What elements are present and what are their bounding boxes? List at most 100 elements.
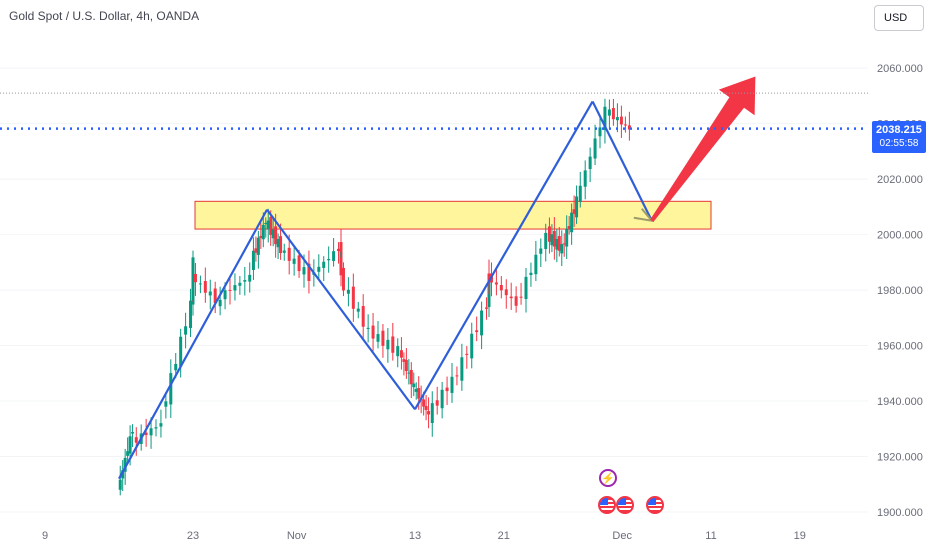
candle-body	[583, 170, 587, 187]
candle-body	[480, 310, 484, 336]
candle-body	[417, 388, 421, 399]
x-tick-label: 11	[705, 530, 716, 542]
candle-body	[266, 220, 270, 229]
candle-body	[381, 330, 385, 346]
candle-body	[264, 222, 268, 225]
candle-body	[487, 273, 491, 281]
candle-body	[470, 333, 474, 359]
candle-body	[134, 437, 138, 443]
candle-body	[402, 359, 406, 362]
candle-body	[123, 457, 127, 472]
bar-countdown: 02:55:58	[879, 138, 919, 149]
candle-body	[544, 232, 548, 249]
candle-body	[327, 258, 331, 261]
time-axis[interactable]: 9 23 Nov 13 21 Dec 11 19	[42, 530, 806, 542]
candle-body	[424, 406, 428, 411]
candle-body	[435, 400, 439, 406]
candle-body	[396, 346, 400, 357]
candle-body	[572, 209, 576, 214]
pattern-line-segment	[118, 209, 268, 480]
candle-body	[578, 185, 582, 202]
candle-body	[534, 254, 538, 275]
candle-body	[184, 326, 188, 335]
candle-body	[450, 376, 454, 393]
y-tick-label: 1920.000	[877, 452, 923, 464]
candle-body	[524, 276, 528, 299]
candle-body	[297, 255, 301, 272]
candle-body	[339, 273, 343, 276]
us-flag-icon[interactable]	[616, 496, 634, 514]
candle-body	[149, 428, 153, 436]
candle-body	[514, 296, 518, 306]
candle-body	[565, 229, 569, 247]
candle-body	[611, 108, 615, 120]
candle-body	[203, 281, 207, 293]
candle-body	[276, 239, 280, 248]
price-axis[interactable]: 1900.000 1920.000 1940.000 1960.000 1980.000…	[877, 63, 923, 519]
candle-body	[555, 238, 559, 250]
y-tick-label: 2000.000	[877, 230, 923, 242]
candle-body	[475, 330, 479, 333]
candle-body	[422, 399, 426, 407]
candle-body	[198, 283, 202, 285]
x-tick-label: Dec	[612, 530, 632, 542]
candle-body	[169, 373, 173, 405]
candle-body	[213, 288, 217, 304]
candle-body	[259, 235, 263, 238]
candle-body	[302, 267, 306, 275]
x-tick-label: 13	[409, 530, 421, 542]
last-price-tag: 2038.215 02:55:58	[872, 121, 926, 153]
candle-body	[189, 300, 193, 328]
candle-body	[121, 470, 125, 479]
y-tick-label: 1980.000	[877, 285, 923, 297]
candle-body	[519, 296, 523, 298]
candle-body	[351, 286, 355, 309]
candle-body	[218, 299, 222, 307]
candle-body	[552, 230, 556, 247]
candle-body	[409, 369, 413, 385]
candle-body	[567, 226, 571, 229]
candles-layer	[118, 98, 631, 496]
candle-body	[391, 336, 395, 353]
candle-body	[619, 116, 623, 125]
candle-body	[287, 247, 291, 261]
x-tick-label: 21	[498, 530, 510, 542]
x-tick-label: Nov	[287, 530, 307, 542]
candle-body	[279, 236, 283, 254]
arrow-layer	[650, 76, 756, 222]
candle-body	[164, 401, 168, 407]
candle-body	[341, 267, 345, 291]
candle-body	[228, 289, 232, 291]
candle-body	[427, 411, 431, 415]
candle-body	[539, 248, 543, 254]
candle-body	[414, 388, 418, 392]
candle-body	[627, 125, 631, 130]
candle-body	[269, 217, 273, 235]
candle-body	[455, 375, 459, 377]
candle-body	[562, 243, 566, 245]
candle-body	[271, 229, 275, 239]
currency-button[interactable]: USD	[874, 5, 924, 31]
candle-body	[238, 282, 242, 286]
candle-body	[159, 423, 163, 427]
candle-body	[445, 387, 449, 392]
y-tick-label: 2020.000	[877, 174, 923, 186]
pattern-line-segment	[266, 208, 416, 411]
candle-body	[256, 237, 260, 255]
candle-body	[233, 285, 237, 291]
lightning-icon[interactable]: ⚡	[599, 469, 617, 487]
candle-body	[499, 285, 503, 291]
candle-body	[174, 363, 178, 371]
candle-body	[274, 226, 278, 245]
candle-body	[509, 296, 513, 299]
us-flag-icon[interactable]	[598, 496, 616, 514]
candle-body	[504, 289, 508, 296]
candle-body	[292, 258, 296, 264]
x-tick-label: 19	[794, 530, 806, 542]
us-flag-icon[interactable]	[646, 496, 664, 514]
candle-body	[412, 383, 416, 388]
candle-body	[575, 196, 579, 218]
gridlines	[0, 67, 868, 513]
candle-body	[223, 290, 227, 300]
